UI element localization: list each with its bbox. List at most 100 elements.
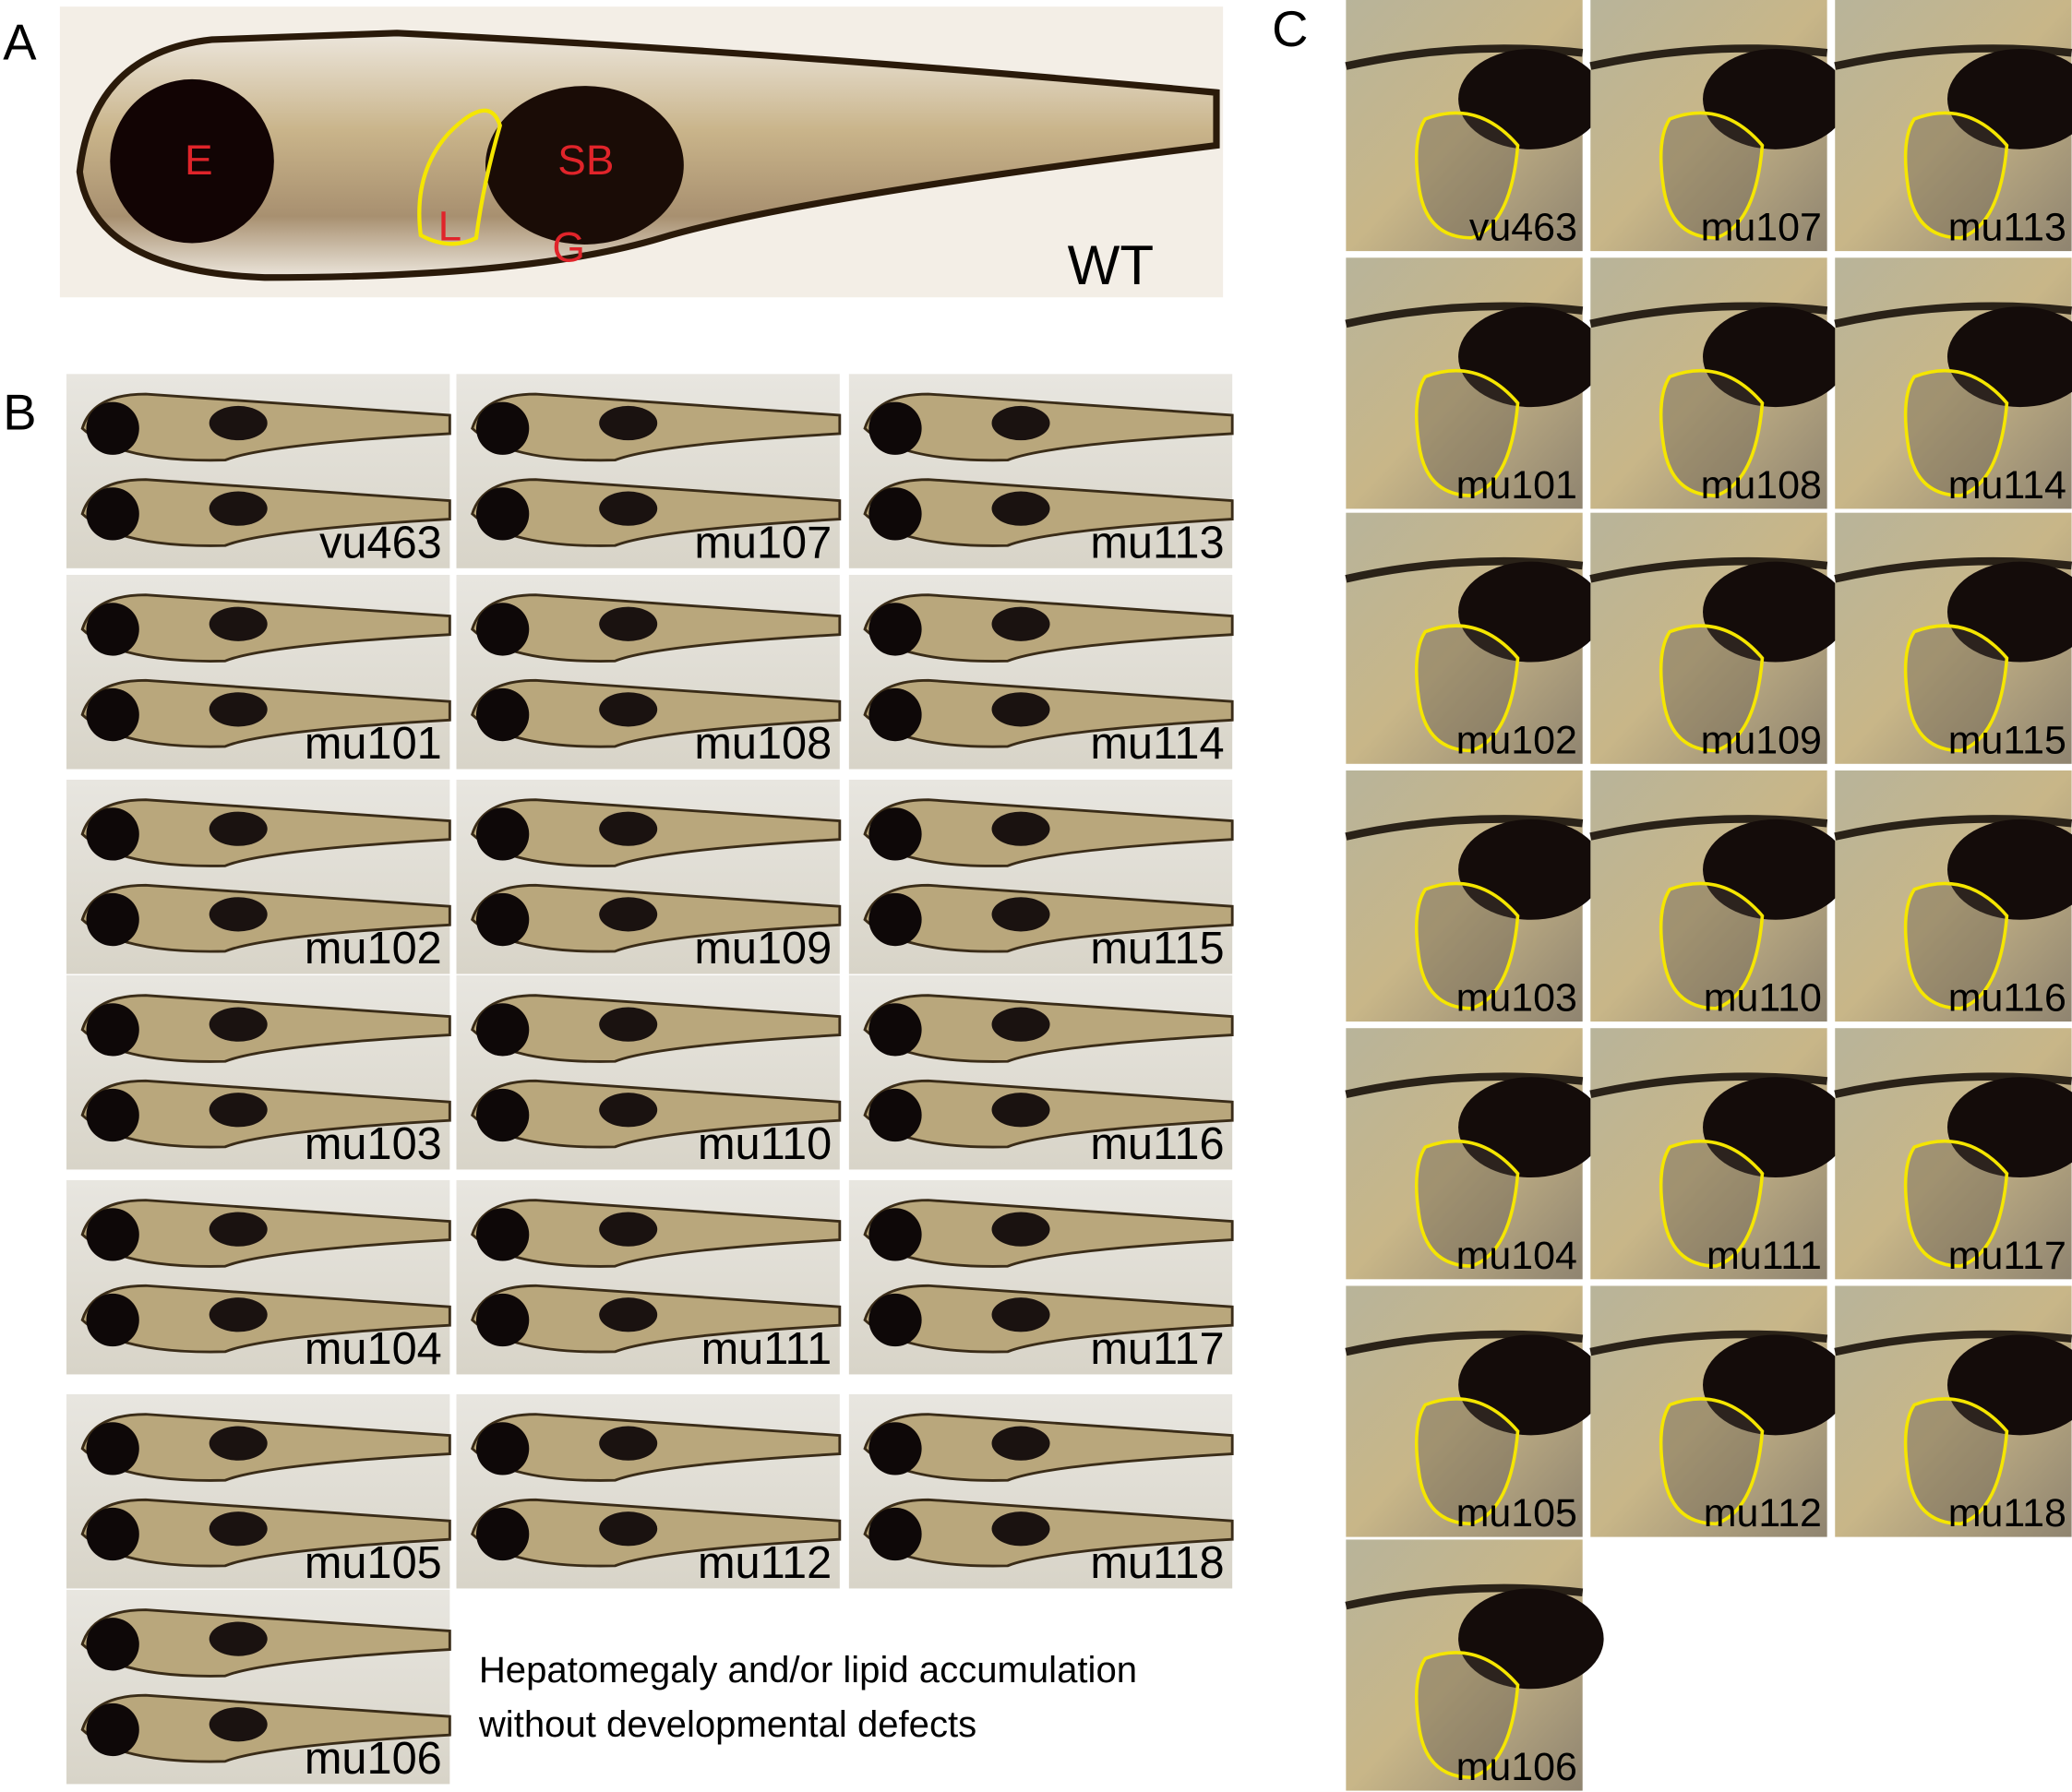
caption-line: Hepatomegaly and/or lipid accumulation xyxy=(479,1650,1137,1690)
body-stripe xyxy=(1589,1330,1828,1356)
larva-eye xyxy=(86,1507,139,1561)
swim-bladder xyxy=(1946,1077,2072,1178)
genotype-label: mu112 xyxy=(698,1538,832,1588)
larva-eye xyxy=(86,1003,139,1057)
swim-bladder xyxy=(599,1212,658,1247)
larva-eye xyxy=(475,687,530,742)
genotype-label: mu106 xyxy=(305,1734,442,1784)
liver-outline xyxy=(1414,1139,1520,1268)
liver-outline xyxy=(1414,1397,1520,1526)
larva-eye xyxy=(86,401,139,455)
swim-bladder xyxy=(991,1426,1050,1461)
swim-bladder xyxy=(991,1212,1050,1247)
larva-eye xyxy=(86,487,139,541)
genotype-label: mu105 xyxy=(1456,1491,1577,1535)
swim-bladder xyxy=(599,606,658,641)
genotype-label: mu117 xyxy=(1090,1324,1224,1374)
genotype-label: mu101 xyxy=(305,719,442,769)
liver-outline xyxy=(1903,1397,2009,1526)
genotype-label: mu111 xyxy=(1707,1234,1822,1278)
swim-bladder xyxy=(991,606,1050,641)
larva-eye xyxy=(868,1088,922,1142)
wt-larva-image xyxy=(59,6,1224,298)
genotype-label: mu110 xyxy=(1704,976,1822,1021)
genotype-label: mu118 xyxy=(1090,1538,1224,1588)
genotype-label: mu115 xyxy=(1090,924,1224,974)
larva-eye xyxy=(86,892,139,947)
body-stripe xyxy=(1345,1583,1584,1610)
genotype-label: mu107 xyxy=(1701,206,1822,250)
swim-bladder xyxy=(209,1426,268,1461)
liver-outline xyxy=(1414,1651,1520,1780)
swim-bladder xyxy=(209,1093,268,1128)
body-stripe xyxy=(1345,302,1584,329)
body-stripe xyxy=(1345,556,1584,583)
swim-bladder xyxy=(209,1511,268,1547)
larva-eye xyxy=(86,1208,139,1261)
swim-bladder xyxy=(209,811,268,846)
swim-bladder xyxy=(1946,306,2072,408)
swim-bladder xyxy=(991,1007,1050,1042)
larva-eye xyxy=(475,1422,530,1475)
liver-outline xyxy=(1903,1139,2009,1268)
body-stripe xyxy=(1589,302,1828,329)
swim-bladder xyxy=(599,811,658,846)
larva-eye xyxy=(868,401,922,455)
larva-eye xyxy=(86,603,139,656)
larva-eye xyxy=(868,687,922,742)
larva-eye xyxy=(475,1208,530,1261)
genotype-label: mu107 xyxy=(694,518,832,567)
swim-bladder xyxy=(991,811,1050,846)
larva-eye xyxy=(475,1293,530,1347)
swim-bladder xyxy=(991,491,1050,526)
larva-eye xyxy=(86,1293,139,1347)
larva-eye xyxy=(868,1208,922,1261)
liver-outline xyxy=(1659,368,1765,497)
genotype-label: mu113 xyxy=(1948,206,2066,250)
swim-bladder xyxy=(599,1426,658,1461)
genotype-label: mu104 xyxy=(305,1324,442,1374)
swim-bladder xyxy=(599,1007,658,1042)
genotype-label: mu108 xyxy=(1701,463,1822,508)
swim-bladder xyxy=(991,405,1050,441)
body-stripe xyxy=(1589,556,1828,583)
larva-eye xyxy=(475,1003,530,1057)
swim-bladder xyxy=(1946,49,2072,149)
swim-bladder xyxy=(209,692,268,727)
genotype-label: mu103 xyxy=(1456,976,1577,1021)
larva-eye xyxy=(868,1422,922,1475)
body-stripe xyxy=(1834,815,2072,841)
genotype-label: mu112 xyxy=(1704,1491,1822,1535)
swim-bladder xyxy=(209,1297,268,1332)
larva-eye xyxy=(868,603,922,656)
liver-outline xyxy=(1659,624,1765,753)
genotype-label: mu116 xyxy=(1948,976,2066,1021)
swim-bladder xyxy=(209,606,268,641)
larva-eye xyxy=(475,892,530,947)
larva-eye xyxy=(475,807,530,861)
genotype-label: mu116 xyxy=(1090,1119,1224,1169)
larva-eye xyxy=(86,687,139,742)
liver-outline xyxy=(1414,368,1520,497)
structure-label: E xyxy=(185,137,213,184)
genotype-label: mu101 xyxy=(1456,463,1577,508)
liver-outline xyxy=(1659,1139,1765,1268)
swim-bladder xyxy=(209,491,268,526)
genotype-label: mu103 xyxy=(305,1119,442,1169)
larva-eye xyxy=(475,401,530,455)
genotype-label: mu117 xyxy=(1948,1234,2066,1278)
genotype-label: vu463 xyxy=(319,518,442,567)
liver-outline xyxy=(1903,624,2009,753)
swim-bladder xyxy=(599,491,658,526)
larva-eye xyxy=(86,1088,139,1142)
liver-outline xyxy=(1414,881,1520,1010)
swim-bladder xyxy=(599,405,658,441)
body-stripe xyxy=(1834,556,2072,583)
swim-bladder xyxy=(991,897,1050,932)
genotype-label: mu109 xyxy=(694,924,832,974)
liver-outline xyxy=(1414,624,1520,753)
genotype-label: mu113 xyxy=(1090,518,1224,567)
body-stripe xyxy=(1834,1072,2072,1099)
